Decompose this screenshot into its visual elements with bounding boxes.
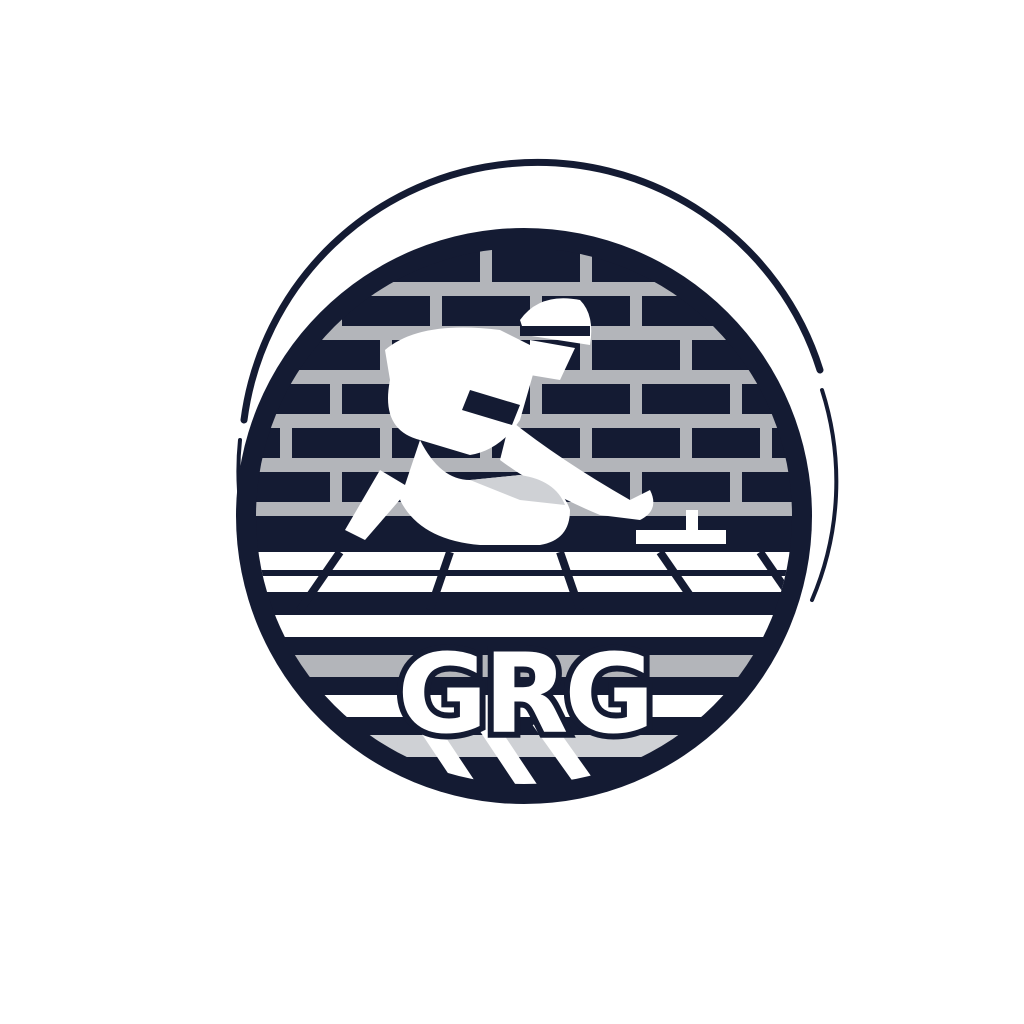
brand-wordmark: GRG bbox=[397, 630, 650, 758]
roofer-worker-icon bbox=[345, 298, 726, 545]
roof-deck bbox=[256, 549, 792, 784]
